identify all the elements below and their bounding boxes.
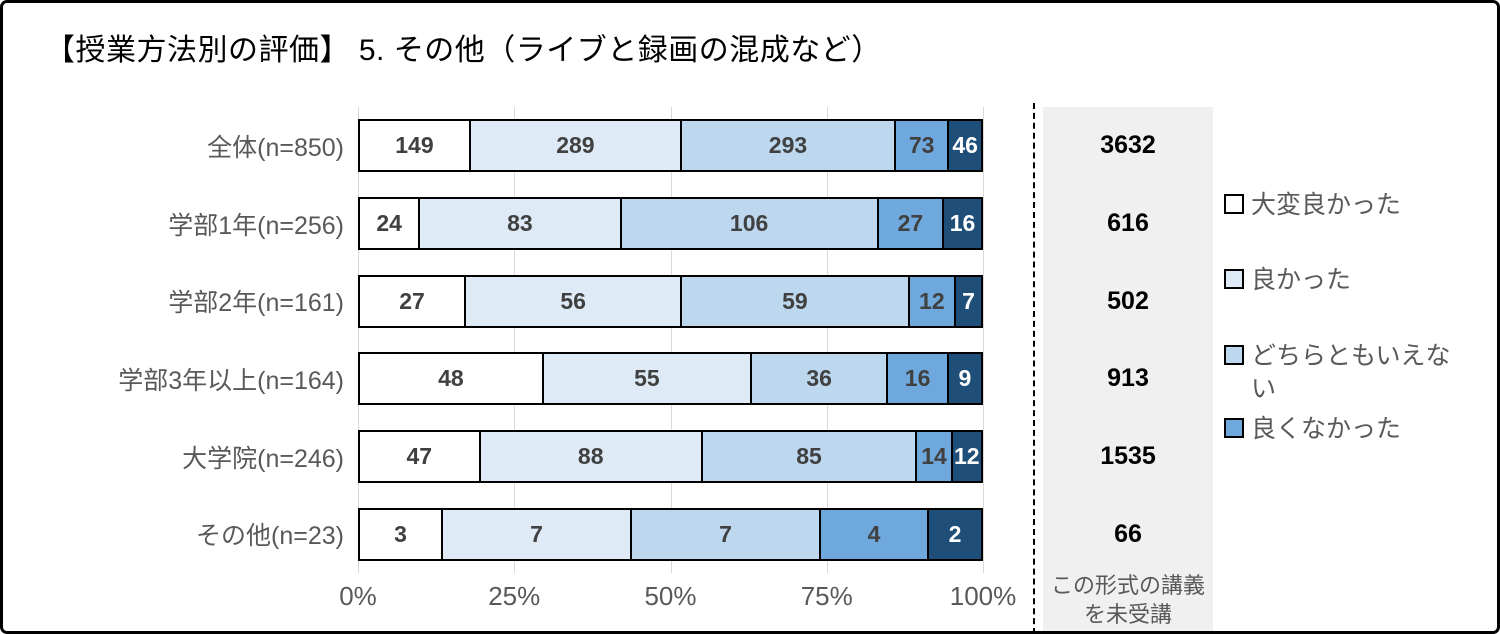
x-axis-tick-label: 0% (339, 581, 377, 611)
not-attended-panel: この形式の講義 を未受講 (1043, 107, 1213, 631)
x-axis-tick-label: 75% (800, 581, 853, 611)
bar-segment: 4 (819, 509, 927, 559)
bar-segment: 85 (700, 432, 916, 482)
bar-segment: 106 (619, 199, 877, 248)
bar-segment: 289 (468, 121, 680, 171)
legend-item: 大変良かった (1224, 189, 1497, 222)
legend-swatch (1224, 194, 1244, 214)
gridline (983, 107, 984, 573)
plot-area (358, 107, 984, 573)
not-attended-value: 66 (1114, 519, 1142, 548)
legend-item: 良かった (1224, 264, 1497, 297)
bar-segment: 293 (679, 121, 895, 171)
not-attended-value: 3632 (1100, 131, 1156, 160)
not-attended-caption: この形式の講義 を未受講 (1043, 571, 1213, 630)
legend: 大変良かった 良かったどちらともいえない良くなかった (1224, 189, 1497, 446)
bar-segment: 9 (946, 354, 981, 404)
bar-row: その他(n=23) 3 7 7 4 2 66 (23, 495, 1213, 573)
bar-track: 47 88 85 14 12 (358, 430, 983, 484)
bar-segment: 14 (915, 432, 951, 482)
legend-swatch (1224, 345, 1244, 365)
bar-track: 149 289 293 73 46 (358, 119, 983, 173)
gridline (826, 107, 828, 573)
bar-segment: 2 (927, 509, 981, 559)
not-attended-caption-line2: を未受講 (1083, 602, 1172, 628)
bar-segment: 12 (950, 432, 981, 482)
bar-row: 学部1年(n=256) 24 83 106 27 16 616 (23, 185, 1213, 263)
bar-segment: 27 (360, 276, 465, 326)
not-attended-value: 502 (1107, 286, 1149, 315)
not-attended-value: 913 (1107, 364, 1149, 393)
bar-row: 全体(n=850) 149 289 293 73 46 3632 (23, 107, 1213, 185)
legend-label: どちらともいえない (1251, 342, 1451, 403)
category-label: 学部2年(n=161) (168, 289, 344, 318)
bar-track: 48 55 36 16 9 (358, 352, 983, 406)
legend-swatch (1224, 268, 1244, 289)
bar-segment: 88 (478, 432, 701, 482)
bar-segment: 47 (360, 432, 479, 482)
bar-segment: 36 (750, 354, 887, 404)
legend-label: 大変良かった (1251, 191, 1402, 219)
bar-segment: 12 (907, 276, 954, 326)
x-axis-tick-label: 25% (488, 581, 541, 611)
bar-segment: 7 (441, 509, 630, 559)
dashed-divider (1033, 103, 1035, 631)
bar-segment: 48 (360, 354, 542, 404)
category-label: その他(n=23) (196, 522, 344, 551)
not-attended-value: 1535 (1100, 442, 1156, 471)
category-label: 学部1年(n=256) (168, 211, 344, 240)
bar-segment: 24 (360, 199, 419, 248)
bar-row: 学部2年(n=161) 27 56 59 12 7 502 (23, 262, 1213, 340)
bar-track: 27 56 59 12 7 (358, 274, 983, 328)
bar-rows: 全体(n=850) 149 289 293 73 46 3632 学部1年(n=256) 24 8… (23, 107, 1213, 573)
legend-label: 良くなかった (1251, 415, 1402, 443)
bar-segment: 27 (876, 199, 943, 248)
bar-segment: 16 (886, 354, 947, 404)
gridline (514, 107, 516, 573)
bar-segment: 16 (942, 199, 981, 248)
bar-segment: 3 (360, 509, 441, 559)
bar-segment: 46 (947, 121, 981, 171)
x-axis-tick-label: 100% (949, 581, 1017, 611)
x-axis: 0% 25% 50% 75% 100% (3, 581, 1497, 621)
bar-track: 24 83 106 27 16 (358, 197, 983, 250)
bar-segment: 7 (630, 509, 819, 559)
bar-segment: 55 (541, 354, 750, 404)
bar-segment: 83 (418, 199, 620, 248)
bar-segment: 149 (360, 121, 469, 171)
bar-row: 大学院(n=246) 47 88 85 14 12 1535 (23, 418, 1213, 496)
legend-swatch (1224, 418, 1244, 438)
category-label: 大学院(n=246) (182, 444, 344, 473)
legend-item: どちらともいえない (1224, 340, 1497, 405)
bar-segment: 7 (953, 276, 981, 326)
gridline (358, 107, 359, 573)
not-attended-value: 616 (1107, 209, 1149, 237)
bar-segment: 73 (894, 121, 948, 171)
bar-row: 学部3年以上(n=164) 48 55 36 16 9 913 (23, 340, 1213, 418)
not-attended-caption-line1: この形式の講義 (1050, 572, 1205, 598)
bar-segment: 59 (680, 276, 908, 326)
chart-title: 【授業方法別の評価】 5. その他（ライブと録画の混成など） (45, 34, 882, 67)
bar-segment: 56 (464, 276, 681, 326)
category-label: 学部3年以上(n=164) (118, 366, 344, 395)
gridline (670, 107, 672, 573)
x-axis-tick-label: 50% (644, 581, 697, 611)
legend-label: 良かった (1251, 265, 1352, 294)
category-label: 全体(n=850) (207, 133, 344, 162)
legend-item: 良くなかった (1224, 413, 1497, 446)
